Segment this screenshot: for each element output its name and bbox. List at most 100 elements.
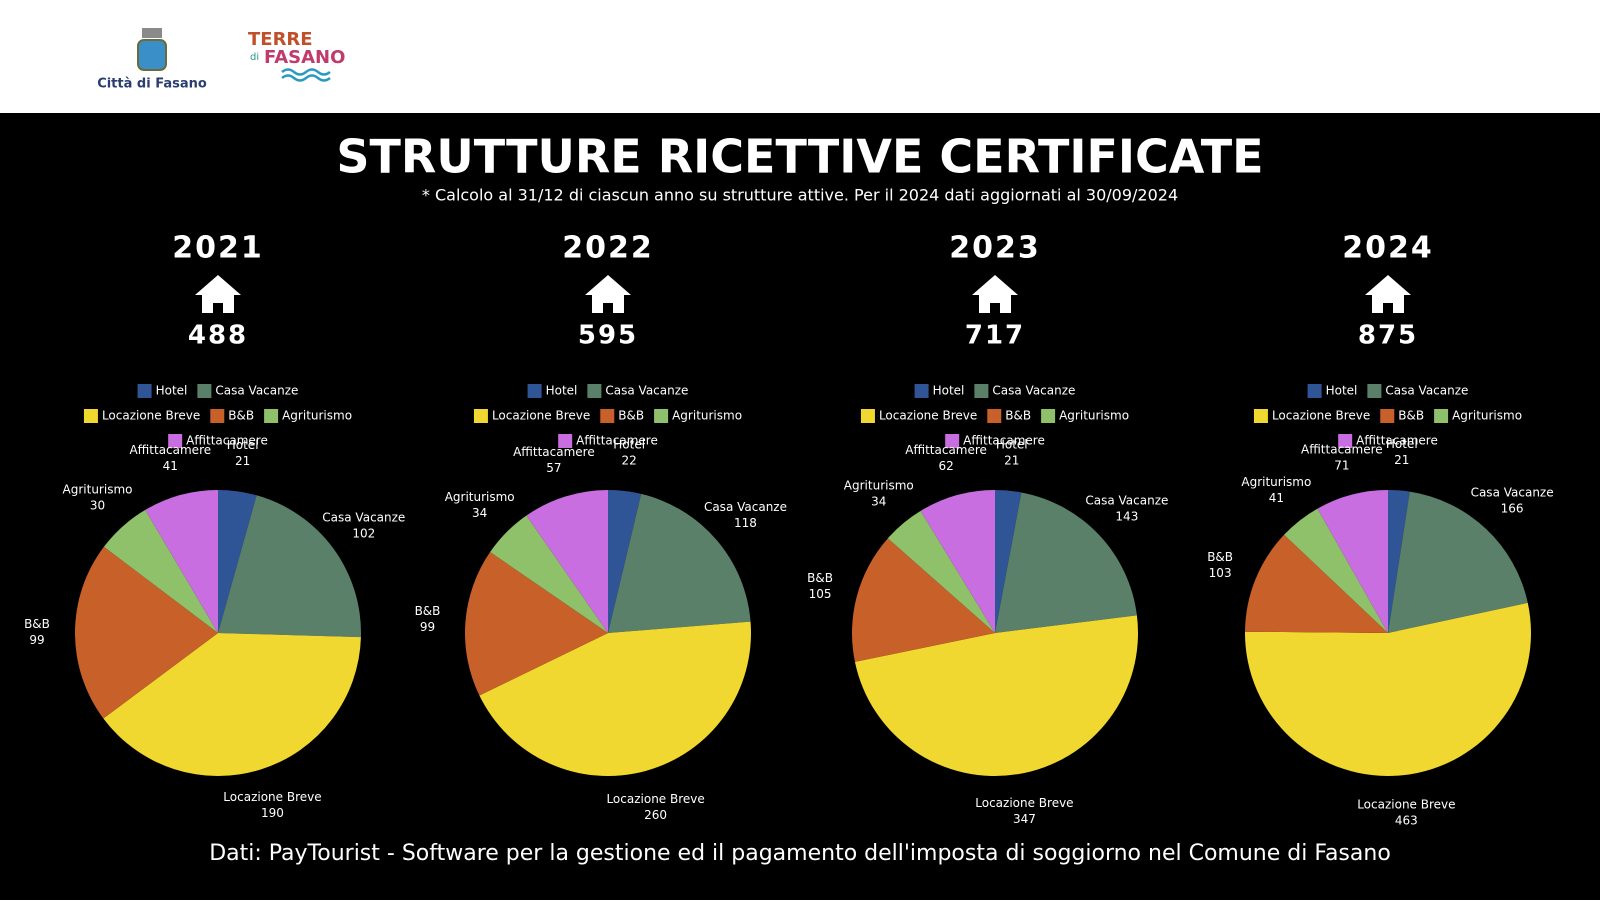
pie-slice <box>103 633 361 776</box>
legend-swatch <box>473 409 488 423</box>
slice-name: Casa Vacanze <box>1471 486 1554 500</box>
pie-slice <box>995 490 1022 633</box>
subtitle: * Calcolo al 31/12 di ciascun anno su st… <box>422 186 1178 205</box>
slice-name: Casa Vacanze <box>322 510 405 524</box>
slice-name: Affittacamere <box>129 443 211 457</box>
legend-label: Locazione Breve <box>1272 409 1370 423</box>
slice-name: Hotel <box>613 438 645 452</box>
pie-slice <box>1245 534 1388 633</box>
slice-name: Locazione Breve <box>1357 798 1455 812</box>
pie-slice <box>145 490 218 633</box>
total-label: 595 <box>578 321 638 351</box>
legend-row: Affittacamere <box>945 434 1045 448</box>
legend-label: Agriturismo <box>672 409 742 423</box>
pie-slice <box>103 509 218 633</box>
logo-left: Città di Fasano <box>97 28 207 92</box>
pie-slice <box>479 621 751 777</box>
pie-slice <box>852 538 995 662</box>
slice-name: Casa Vacanze <box>1085 494 1168 508</box>
legend-swatch <box>83 409 98 423</box>
slice-value: 143 <box>1115 510 1138 524</box>
slice-value: 102 <box>352 526 375 540</box>
slice-value: 103 <box>1209 566 1232 580</box>
title: STRUTTURE RICETTIVE CERTIFICATE <box>336 130 1263 184</box>
legend-row: Affittacamere <box>558 434 658 448</box>
legend-label: B&B <box>228 409 254 423</box>
legend-swatch <box>527 384 542 398</box>
house-icon <box>585 275 631 313</box>
year-label: 2021 <box>172 231 264 266</box>
slice-value: 463 <box>1395 814 1418 828</box>
legend-row: Hotel Casa Vacanze <box>914 384 1075 398</box>
slice-name: Locazione Breve <box>606 792 704 806</box>
legend-row: Hotel Casa Vacanze <box>1307 384 1468 398</box>
legend-swatch <box>264 409 279 423</box>
logo-text: FASANO <box>264 47 345 68</box>
year-label: 2024 <box>1342 231 1434 266</box>
slice-value: 260 <box>644 808 667 822</box>
legend-swatch <box>914 384 929 398</box>
pie-slice <box>887 510 995 633</box>
legend-row: Locazione Breve B&B Agriturismo <box>1253 409 1522 423</box>
legend-swatch <box>197 384 212 398</box>
slice-name: Hotel <box>227 438 259 452</box>
slice-value: 57 <box>546 461 561 475</box>
legend-swatch <box>600 409 615 423</box>
house-icon <box>1365 275 1411 313</box>
pie-slice <box>920 490 995 633</box>
legend-label: Agriturismo <box>1059 409 1129 423</box>
legend-swatch <box>945 434 960 448</box>
slice-name: Affittacamere <box>513 445 595 459</box>
logo-text: Città di Fasano <box>97 77 207 92</box>
legend-label: Casa Vacanze <box>215 384 298 398</box>
slice-value: 22 <box>622 454 637 468</box>
pie-slice <box>465 552 608 696</box>
legend-label: Hotel <box>1326 384 1358 398</box>
pie-slice <box>1388 490 1410 633</box>
legend-swatch <box>1338 434 1353 448</box>
slice-value: 41 <box>1269 491 1284 505</box>
legend-label: B&B <box>1005 409 1031 423</box>
slice-value: 118 <box>734 516 757 530</box>
legend-label: Locazione Breve <box>879 409 977 423</box>
legend-label: Locazione Breve <box>102 409 200 423</box>
pie-slice <box>74 546 218 719</box>
legend-swatch <box>860 409 875 423</box>
pie-slice <box>526 490 608 633</box>
legend-label: Agriturismo <box>1452 409 1522 423</box>
slice-value: 166 <box>1501 502 1524 516</box>
footer: Dati: PayTourist - Software per la gesti… <box>209 841 1391 866</box>
slice-name: Agriturismo <box>445 490 515 504</box>
pie-slice <box>1245 602 1531 776</box>
legend-swatch <box>1380 409 1395 423</box>
legend-label: Hotel <box>156 384 188 398</box>
year-label: 2022 <box>562 231 654 266</box>
header-band <box>0 0 1600 113</box>
slice-name: Locazione Breve <box>975 796 1073 810</box>
legend-row: Affittacamere <box>1338 434 1438 448</box>
slice-name: Locazione Breve <box>223 790 321 804</box>
slice-value: 34 <box>871 495 886 509</box>
slice-name: Agriturismo <box>63 482 133 496</box>
legend-row: Hotel Casa Vacanze <box>137 384 298 398</box>
legend-swatch <box>654 409 669 423</box>
slice-value: 105 <box>809 587 832 601</box>
legend-label: Agriturismo <box>282 409 352 423</box>
slice-value: 71 <box>1334 458 1349 472</box>
legend-swatch <box>1253 409 1268 423</box>
slice-value: 41 <box>163 459 178 473</box>
pie-slice <box>608 490 642 633</box>
slice-value: 347 <box>1013 812 1036 826</box>
legend-swatch <box>1367 384 1382 398</box>
house-icon <box>972 275 1018 313</box>
legend-label: Locazione Breve <box>492 409 590 423</box>
legend-label: Affittacamere <box>1356 434 1438 448</box>
legend-label: Affittacamere <box>576 434 658 448</box>
legend-swatch <box>137 384 152 398</box>
slice-value: 99 <box>420 620 435 634</box>
legend-row: Locazione Breve B&B Agriturismo <box>473 409 742 423</box>
legend-row: Affittacamere <box>168 434 268 448</box>
legend-swatch <box>210 409 225 423</box>
